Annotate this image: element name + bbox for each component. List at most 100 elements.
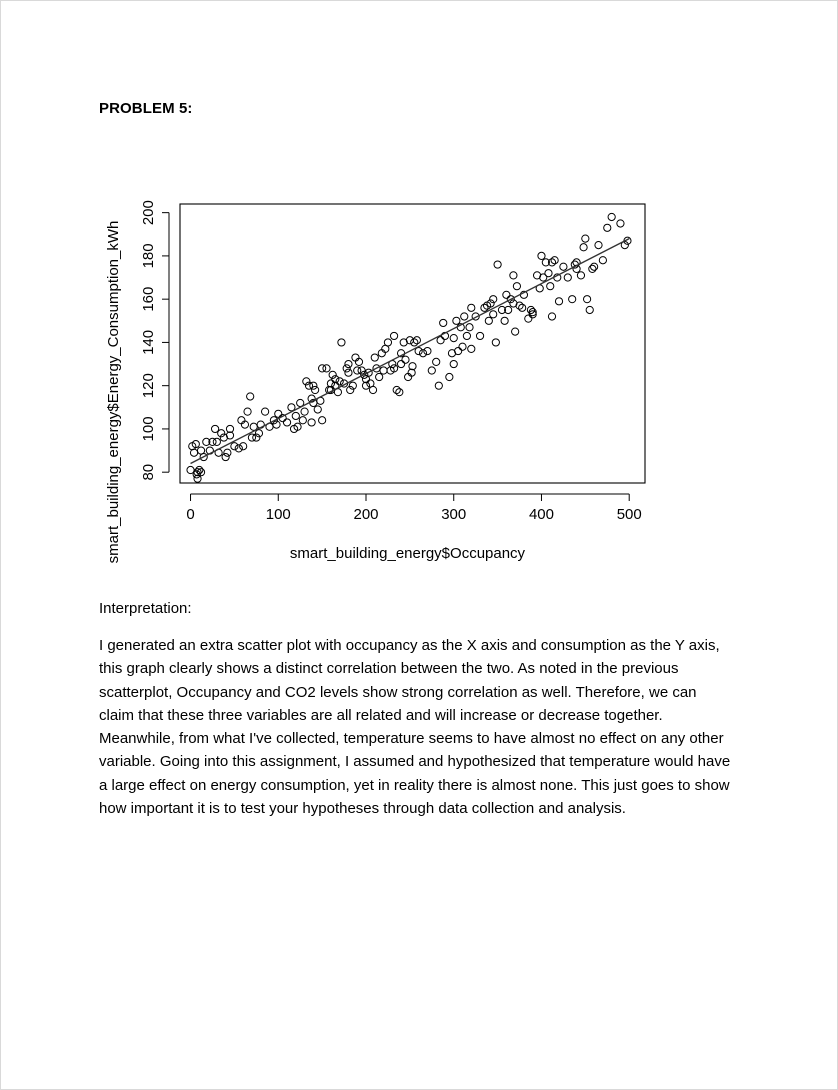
data-point <box>309 381 318 390</box>
x-tick-label: 300 <box>441 506 466 523</box>
data-point <box>193 474 202 483</box>
data-point <box>318 416 327 425</box>
data-point <box>379 366 388 375</box>
data-point <box>346 385 355 395</box>
data-point <box>598 256 607 265</box>
data-point <box>594 240 603 250</box>
data-point <box>467 344 476 354</box>
data-point <box>590 262 599 271</box>
data-point <box>193 468 202 477</box>
data-point <box>582 295 592 304</box>
data-point <box>491 338 500 347</box>
y-axis-label: smart_building_energy$Energy_Consumption… <box>105 221 122 564</box>
data-point <box>208 437 217 447</box>
data-point <box>234 444 243 453</box>
data-point <box>344 359 353 369</box>
x-axis-label: smart_building_energy$Occupancy <box>290 545 526 562</box>
data-point <box>328 370 337 379</box>
trend-line <box>190 237 630 465</box>
data-point <box>261 407 270 416</box>
x-tick-label: 0 <box>186 506 194 523</box>
data-point <box>322 364 331 373</box>
data-point <box>239 442 248 451</box>
data-point <box>354 357 364 366</box>
problem-heading: PROBLEM 5: <box>99 100 193 117</box>
x-tick-label: 200 <box>353 506 378 523</box>
data-point <box>247 433 257 442</box>
data-point <box>471 312 480 321</box>
data-point <box>414 346 423 356</box>
data-point <box>493 260 502 269</box>
scatter-figure: 0 100 200 300 400 500 80 100 120 140 160 180 200 smar… <box>90 140 670 580</box>
data-point <box>500 316 509 325</box>
data-point <box>375 372 384 382</box>
data-point <box>576 271 586 280</box>
data-point <box>252 433 261 442</box>
data-point <box>199 452 208 462</box>
data-point <box>189 448 199 457</box>
data-point <box>342 364 351 373</box>
data-point <box>607 212 616 222</box>
interpretation-paragraph: I generated an extra scatter plot with o… <box>99 637 731 818</box>
interpretation-label: Interpretation: <box>99 600 192 617</box>
data-point <box>246 392 255 401</box>
data-point <box>454 346 463 356</box>
data-point <box>196 468 206 477</box>
y-tick-label: 200 <box>140 200 157 225</box>
data-point <box>344 368 353 377</box>
data-point <box>504 305 513 315</box>
data-point <box>486 299 495 308</box>
data-point <box>360 370 369 379</box>
data-point <box>225 424 235 434</box>
data-point <box>370 353 379 362</box>
data-point <box>559 262 568 271</box>
y-tick-label: 140 <box>140 330 157 355</box>
data-point <box>272 420 281 429</box>
data-point <box>544 269 553 278</box>
data-point <box>291 411 300 421</box>
data-point <box>588 264 597 273</box>
data-point <box>396 359 406 369</box>
data-point <box>539 273 548 282</box>
data-point <box>475 331 485 341</box>
data-point <box>311 385 320 395</box>
data-point <box>408 362 417 371</box>
y-tick-label: 160 <box>140 287 157 312</box>
data-point <box>526 305 536 315</box>
data-point <box>307 394 316 403</box>
data-point <box>497 305 507 315</box>
data-point <box>581 234 590 243</box>
data-point <box>547 258 557 267</box>
y-tick-label: 180 <box>140 243 157 268</box>
data-point <box>452 316 461 325</box>
data-point <box>304 381 314 390</box>
data-point <box>509 271 518 280</box>
data-point <box>225 431 235 440</box>
y-tick-label: 100 <box>140 416 157 441</box>
x-tick-label: 100 <box>266 506 291 523</box>
data-point <box>212 437 221 447</box>
data-point <box>230 442 239 451</box>
data-point <box>202 437 211 447</box>
data-point <box>401 355 410 364</box>
data-point <box>221 452 230 462</box>
data-point <box>458 342 467 351</box>
data-point <box>368 385 378 395</box>
interpretation-text: I generated an extra scatter plot with o… <box>99 634 731 820</box>
data-point <box>353 366 362 375</box>
data-point <box>432 357 441 366</box>
data-point <box>506 295 515 304</box>
data-point <box>616 219 625 228</box>
data-point <box>318 364 327 373</box>
data-point <box>361 375 371 384</box>
data-point <box>489 295 498 304</box>
data-point <box>383 338 393 347</box>
data-point <box>568 295 577 304</box>
data-point <box>460 312 469 321</box>
data-point <box>547 312 557 321</box>
data-point <box>389 331 399 341</box>
data-point <box>287 403 296 412</box>
data-point <box>585 305 594 315</box>
data-point <box>445 372 454 382</box>
data-point <box>331 375 340 384</box>
